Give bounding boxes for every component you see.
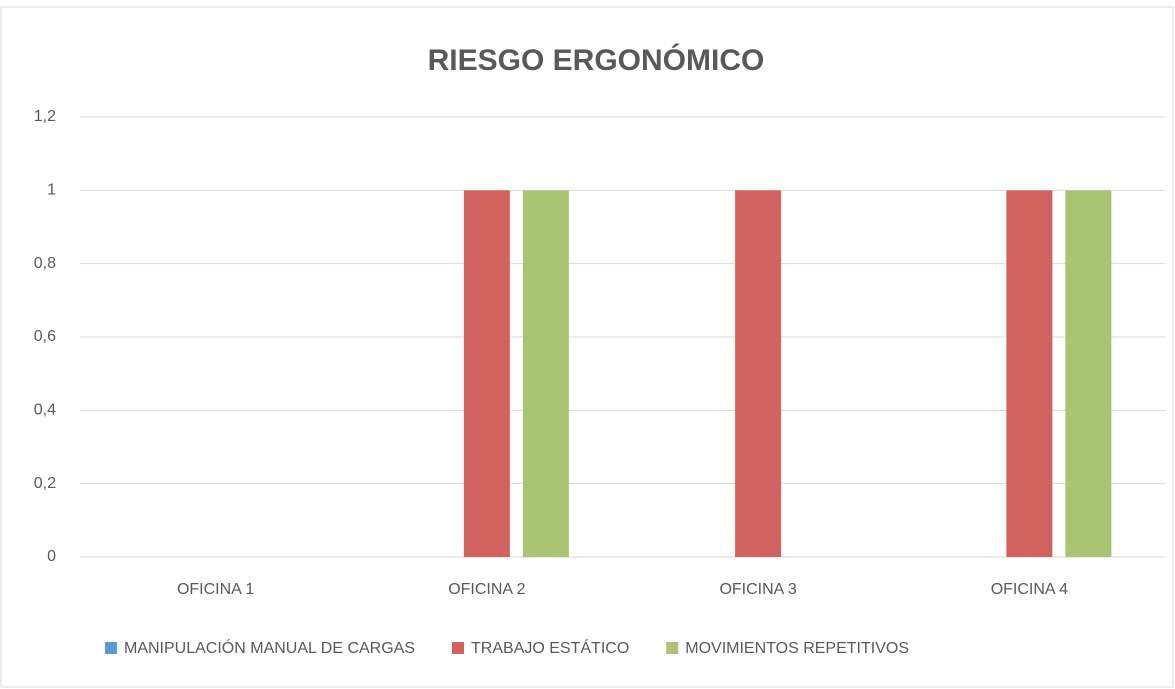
legend-swatch (666, 642, 679, 654)
y-tick-label: 1,2 (34, 108, 56, 125)
chart-border (0, 6, 1174, 688)
x-tick-label: OFICINA 3 (719, 581, 796, 598)
chart-title: RIESGO ERGONÓMICO (428, 43, 765, 77)
legend-label: MANIPULACIÓN MANUAL DE CARGAS (124, 638, 415, 657)
legend-swatch (452, 642, 465, 654)
y-tick-label: 0 (47, 548, 56, 565)
x-tick-label: OFICINA 1 (177, 581, 254, 598)
y-tick-label: 0,8 (34, 255, 56, 272)
x-tick-label: OFICINA 4 (991, 581, 1068, 598)
x-tick-label: OFICINA 2 (448, 581, 525, 598)
y-tick-label: 0,6 (34, 328, 56, 345)
legend-label: TRABAJO ESTÁTICO (471, 638, 629, 657)
bar (522, 190, 569, 558)
bar (463, 190, 510, 558)
bar (735, 190, 782, 558)
y-tick-label: 1 (47, 182, 56, 199)
bar (1006, 190, 1053, 558)
bar (1065, 190, 1112, 558)
y-tick-label: 0,2 (34, 475, 56, 492)
legend-swatch (105, 642, 117, 654)
legend-label: MOVIMIENTOS REPETITIVOS (685, 640, 909, 657)
y-tick-label: 0,4 (34, 402, 56, 419)
